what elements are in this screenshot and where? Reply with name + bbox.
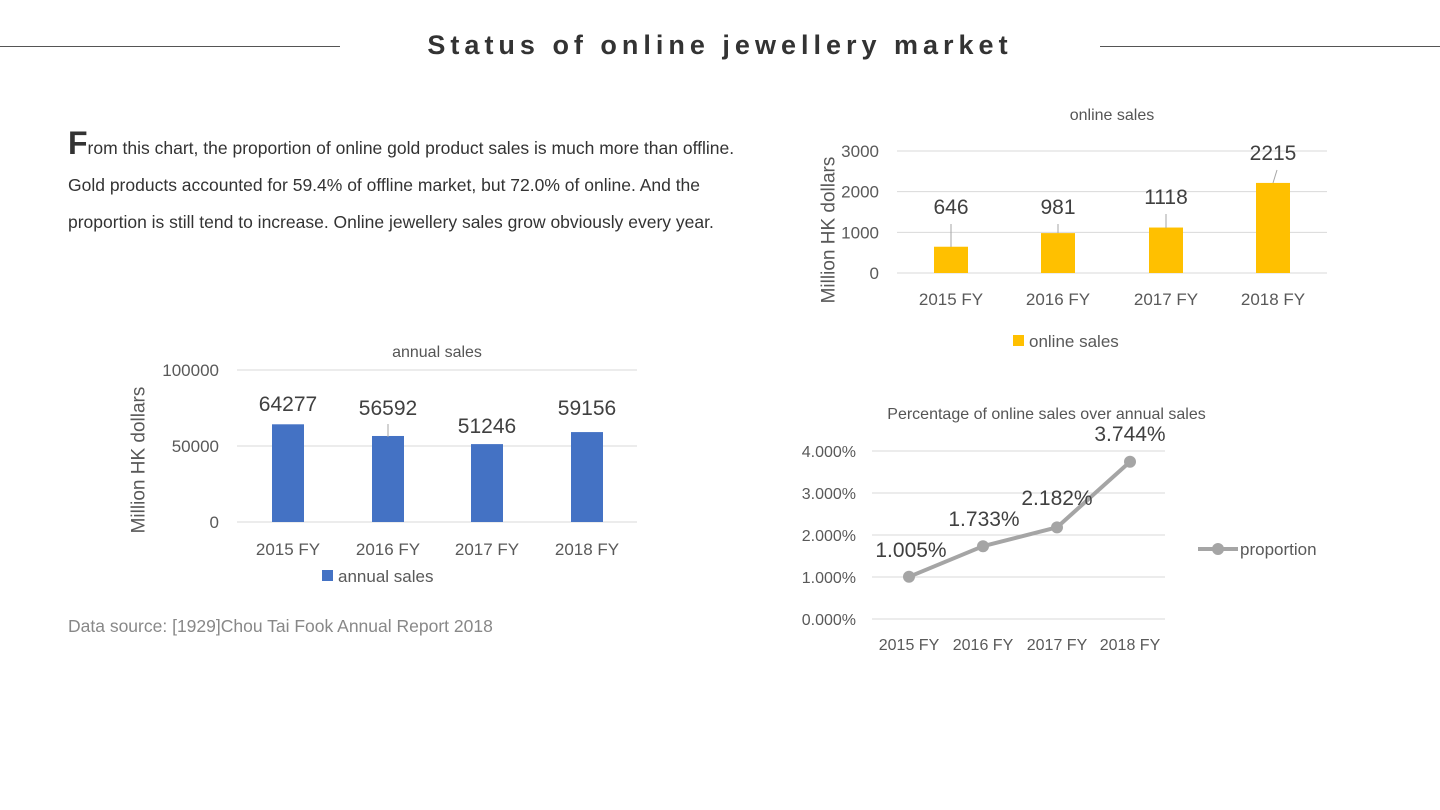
online-x-tick-label: 2016 FY: [1026, 290, 1090, 309]
annual-y-tick-label: 50000: [172, 437, 219, 456]
annual-bar: [571, 432, 603, 522]
annual-data-label: 59156: [558, 397, 616, 420]
online-x-tick-label: 2018 FY: [1241, 290, 1305, 309]
proportion-data-label: 2.182%: [1021, 487, 1092, 510]
annual-x-tick-label: 2018 FY: [555, 540, 619, 559]
online-bar: [1149, 227, 1183, 273]
drop-cap: F: [68, 125, 88, 161]
proportion-legend-label: proportion: [1240, 540, 1317, 559]
online-data-label: 646: [933, 196, 968, 219]
page-title: Status of online jewellery market: [427, 30, 1013, 60]
online-bar: [934, 246, 968, 273]
annual-y-tick-label: 100000: [162, 361, 219, 380]
description-paragraph: From this chart, the proportion of onlin…: [68, 127, 748, 241]
proportion-marker: [1124, 455, 1136, 468]
annual-y-tick-label: 0: [210, 513, 219, 532]
annual-legend-swatch: [322, 570, 333, 581]
proportion-y-tick-label: 1.000%: [802, 570, 856, 587]
proportion-data-label: 1.733%: [948, 508, 1019, 531]
proportion-data-label: 3.744%: [1094, 423, 1165, 446]
proportion-legend-marker: [1212, 543, 1224, 555]
annual-data-label: 56592: [359, 397, 417, 420]
proportion-y-tick-label: 3.000%: [802, 486, 856, 503]
online-data-label: 2215: [1250, 142, 1297, 165]
annual-y-axis-label: Million HK dollars: [129, 387, 150, 534]
annual-x-tick-label: 2017 FY: [455, 540, 519, 559]
annual-data-label: 64277: [259, 393, 317, 416]
proportion-x-tick-label: 2017 FY: [1027, 637, 1088, 654]
annual-bar: [272, 424, 304, 522]
annual-x-tick-label: 2016 FY: [356, 540, 420, 559]
proportion-data-label: 1.005%: [875, 539, 946, 562]
proportion-y-tick-label: 2.000%: [802, 528, 856, 545]
annual-bar: [471, 444, 503, 522]
online-chart-title: online sales: [1070, 107, 1155, 124]
proportion-marker: [1051, 521, 1063, 534]
proportion-chart-title: Percentage of online sales over annual s…: [887, 406, 1205, 423]
proportion-x-tick-label: 2018 FY: [1100, 637, 1161, 654]
online-bar: [1256, 182, 1290, 273]
proportion-y-tick-label: 4.000%: [802, 444, 856, 461]
proportion-line: [908, 460, 1132, 579]
annual-data-label: 51246: [458, 415, 516, 438]
online-legend-swatch: [1013, 335, 1024, 346]
online-x-tick-label: 2017 FY: [1134, 290, 1198, 309]
proportion-x-tick-label: 2015 FY: [879, 637, 940, 654]
online-y-axis-label: Million HK dollars: [819, 157, 840, 304]
annual-chart-title: annual sales: [392, 344, 482, 361]
data-source: Data source: [1929]Chou Tai Fook Annual …: [68, 616, 493, 636]
title-rule-left: [0, 46, 340, 47]
proportion-y-tick-label: 0.000%: [802, 612, 856, 629]
online-y-tick-label: 2000: [841, 183, 879, 202]
online-leader-line: [1272, 169, 1278, 184]
online-y-tick-label: 0: [870, 264, 879, 283]
online-y-tick-label: 3000: [841, 142, 879, 161]
title-rule-right: [1100, 46, 1440, 47]
proportion-x-tick-label: 2016 FY: [953, 637, 1014, 654]
annual-x-tick-label: 2015 FY: [256, 540, 320, 559]
online-data-label: 981: [1040, 196, 1075, 219]
annual-bar: [372, 435, 404, 522]
proportion-marker: [903, 570, 915, 583]
annual-legend-label: annual sales: [338, 567, 433, 586]
paragraph-text: rom this chart, the proportion of online…: [68, 138, 735, 232]
online-bar: [1041, 233, 1075, 273]
proportion-marker: [977, 540, 989, 553]
online-legend-label: online sales: [1029, 332, 1119, 351]
online-y-tick-label: 1000: [841, 223, 879, 242]
online-data-label: 1118: [1144, 186, 1188, 209]
online-x-tick-label: 2015 FY: [919, 290, 983, 309]
